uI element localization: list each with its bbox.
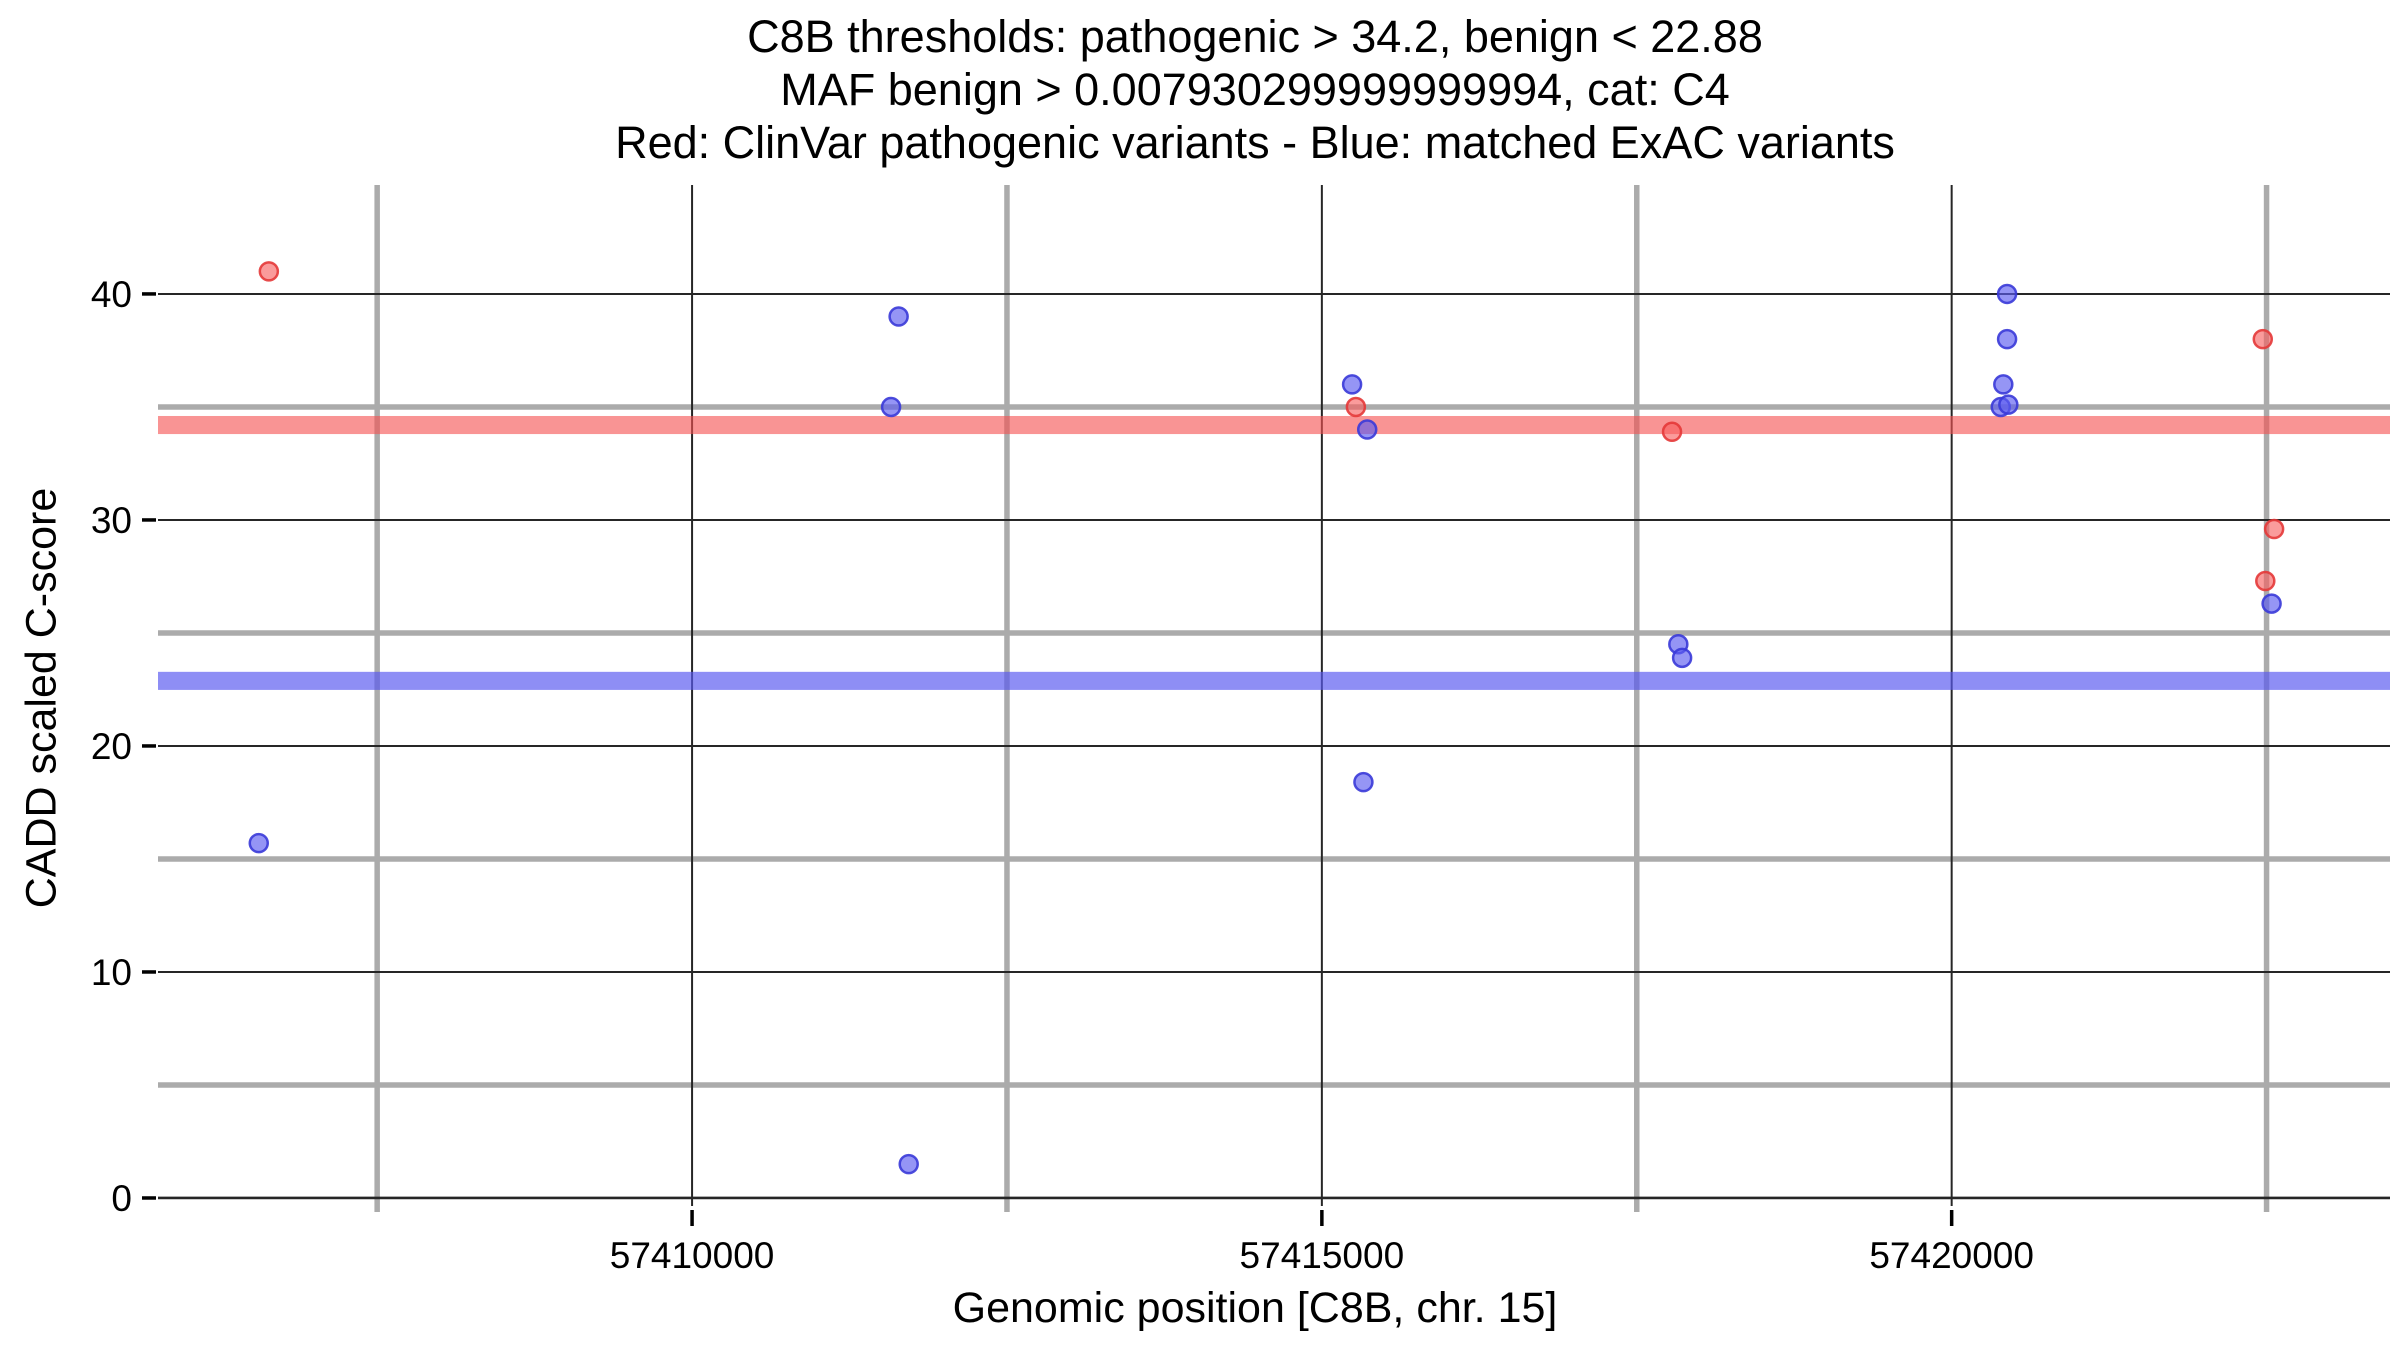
y-axis-tick-label: 10 bbox=[91, 952, 132, 993]
plot-title: C8B thresholds: pathogenic > 34.2, benig… bbox=[110, 10, 2400, 169]
y-axis-title: CADD scaled C-score bbox=[17, 487, 66, 909]
y-axis-tick-label: 40 bbox=[91, 274, 132, 315]
plot-title-line-thresholds: C8B thresholds: pathogenic > 34.2, benig… bbox=[747, 11, 1763, 62]
data-point-pathogenic bbox=[1345, 396, 1367, 418]
data-point-exac bbox=[2261, 593, 2282, 614]
x-axis-tick-label: 57415000 bbox=[1240, 1235, 1405, 1276]
benign-threshold-band bbox=[158, 671, 2390, 690]
pathogenic-threshold-band bbox=[158, 415, 2390, 435]
data-point-pathogenic bbox=[2263, 518, 2285, 540]
y-axis-tick-label: 30 bbox=[91, 500, 132, 541]
data-point-exac bbox=[1353, 771, 1374, 793]
data-point-exac bbox=[1998, 394, 2019, 415]
plot-title-line-maf: MAF benign > 0.007930299999999994, cat: … bbox=[780, 64, 1730, 115]
plot-title-line-legend: Red: ClinVar pathogenic variants - Blue:… bbox=[615, 117, 1895, 168]
data-point-pathogenic bbox=[1661, 421, 1683, 443]
data-point-exac bbox=[880, 396, 902, 418]
data-point-exac bbox=[898, 1153, 919, 1175]
y-axis-tick-label: 0 bbox=[111, 1178, 132, 1219]
data-point-exac bbox=[1996, 328, 2018, 350]
y-axis-tick-label: 20 bbox=[91, 726, 132, 767]
data-point-exac bbox=[248, 832, 270, 854]
x-axis-tick-label: 57410000 bbox=[610, 1235, 775, 1276]
data-point-pathogenic bbox=[2255, 570, 2276, 592]
data-point-exac bbox=[1671, 647, 1693, 669]
data-point-exac bbox=[1996, 283, 2018, 305]
x-axis-title: Genomic position [C8B, chr. 15] bbox=[952, 1284, 1558, 1332]
data-point-exac bbox=[1341, 374, 1363, 395]
x-axis-tick-label: 57420000 bbox=[1869, 1235, 2034, 1276]
data-point-exac bbox=[888, 306, 909, 327]
data-point-exac bbox=[1356, 419, 1378, 440]
data-point-pathogenic bbox=[2252, 328, 2274, 350]
data-point-exac bbox=[1993, 374, 2014, 395]
data-point-pathogenic bbox=[258, 261, 280, 282]
